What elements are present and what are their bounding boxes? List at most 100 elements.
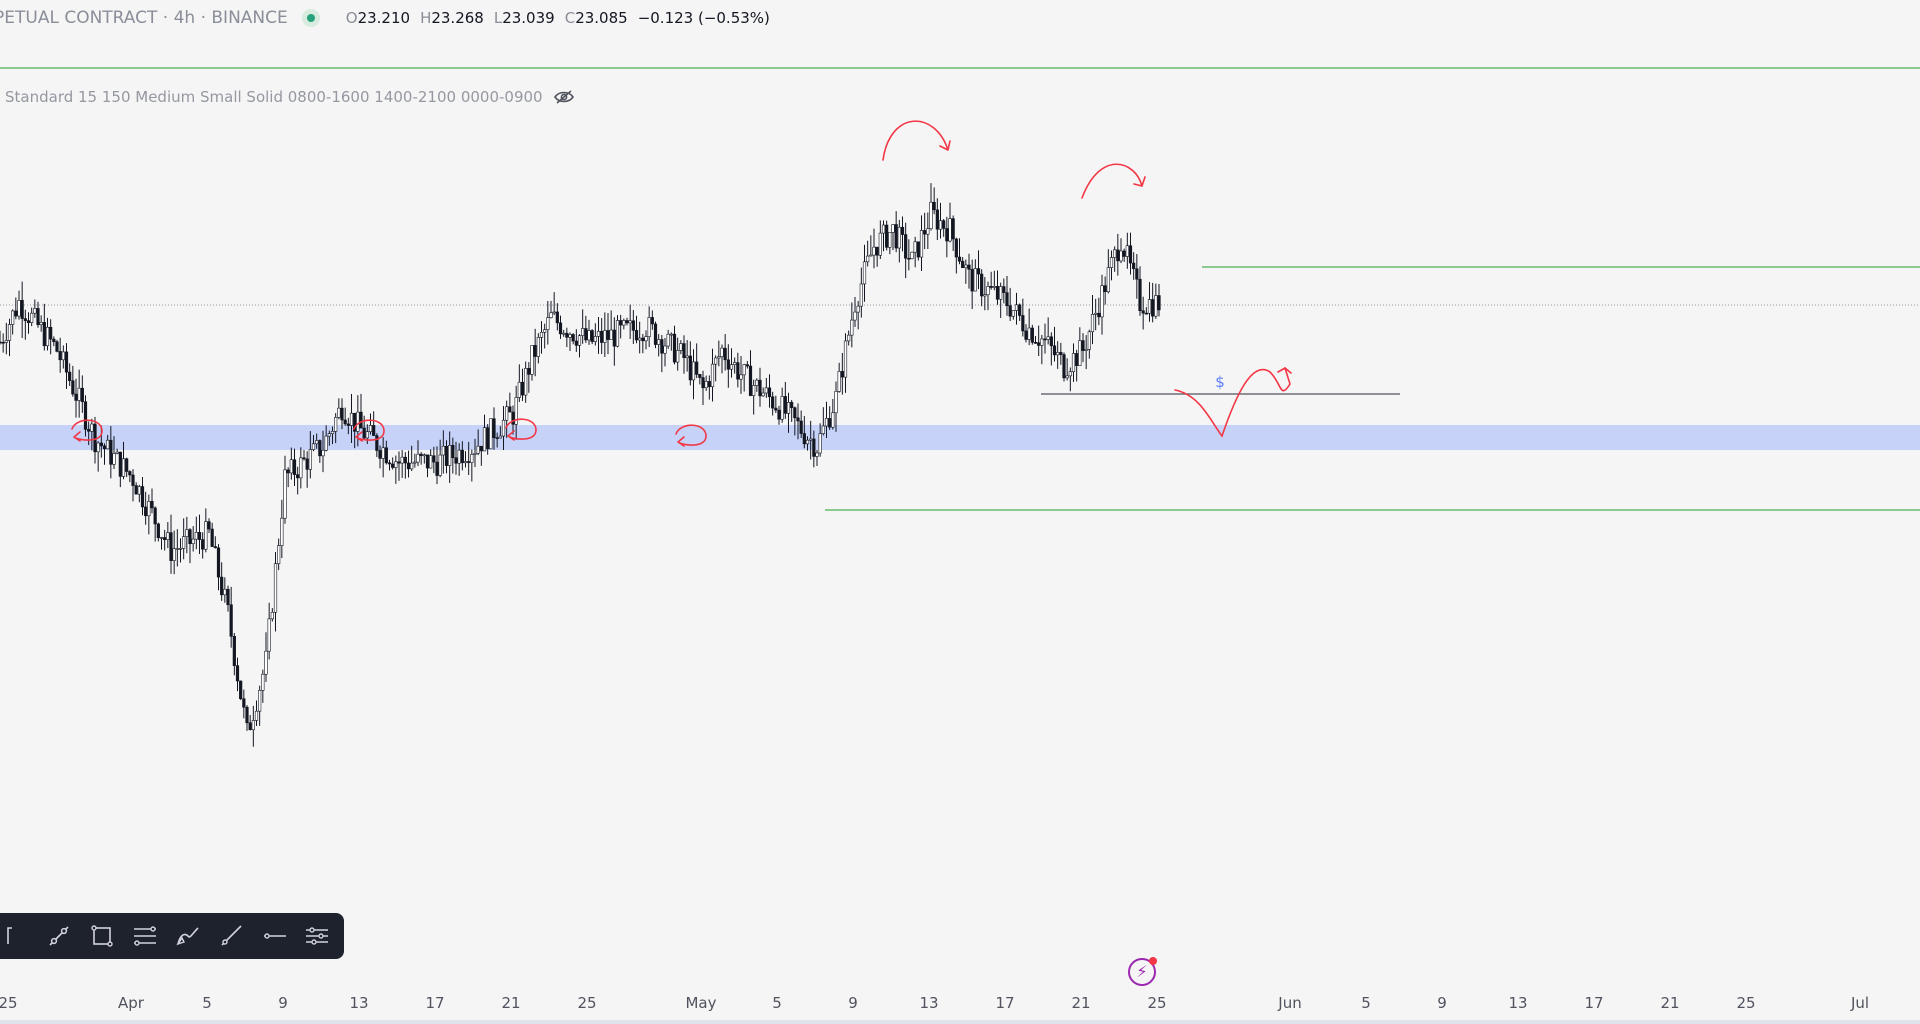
candle	[587, 319, 591, 345]
candle	[14, 297, 18, 320]
candle	[330, 426, 335, 445]
candle	[61, 345, 65, 369]
candle	[736, 352, 740, 388]
candle	[296, 466, 300, 495]
candle	[340, 398, 344, 430]
candle	[799, 410, 803, 439]
candle	[429, 449, 433, 469]
low-value: 23.039	[502, 9, 555, 27]
top-arc-marker	[882, 120, 951, 161]
candle	[862, 244, 867, 302]
candle	[866, 240, 870, 267]
time-axis[interactable]: 25 Apr 5 9 13 17 21 25 May 5 9 13 17 21 25 Jun 5 9 13 17 21 2…	[0, 992, 1920, 1018]
candle	[653, 321, 658, 349]
candle	[163, 529, 167, 551]
drawing-toolbar	[0, 913, 344, 959]
candle	[546, 300, 550, 345]
candle	[226, 585, 230, 612]
candle	[520, 368, 525, 402]
candle	[856, 300, 860, 330]
candle	[451, 437, 455, 474]
candle	[1027, 308, 1031, 346]
demand-zone	[0, 425, 1920, 450]
candle	[264, 632, 268, 682]
candle	[704, 375, 708, 391]
time-axis-tick: 13	[1508, 994, 1528, 1012]
candle	[859, 267, 863, 318]
candle	[201, 532, 205, 559]
candle	[973, 259, 977, 292]
ohlc-open: O23.210	[346, 9, 410, 27]
candle	[790, 399, 794, 422]
candle	[609, 310, 613, 340]
candle	[391, 457, 395, 470]
candle	[33, 299, 37, 318]
candle	[1138, 266, 1142, 316]
candle	[239, 680, 243, 700]
candle	[128, 470, 132, 483]
candle	[273, 551, 278, 632]
candle	[378, 445, 382, 469]
time-axis-tick: 25	[0, 994, 18, 1012]
trendline-icon[interactable]	[44, 921, 74, 951]
rectangle-icon[interactable]	[87, 921, 117, 951]
candle	[584, 315, 588, 343]
candle	[106, 434, 110, 450]
candle	[495, 432, 499, 448]
candle	[707, 375, 711, 400]
candle	[581, 309, 585, 344]
candle	[156, 522, 160, 542]
indicator-legend[interactable]: Standard 15 150 Medium Small Solid 0800-…	[5, 88, 575, 106]
candle	[501, 406, 506, 450]
time-axis-tick: 25	[577, 994, 597, 1012]
time-axis-tick: 25	[1736, 994, 1756, 1012]
candle	[346, 417, 350, 435]
candle	[840, 352, 844, 395]
candle	[1097, 297, 1101, 326]
candle	[536, 333, 540, 364]
candle	[929, 183, 933, 231]
candle	[1030, 324, 1034, 345]
candle	[444, 440, 449, 474]
brush-icon[interactable]	[173, 921, 203, 951]
candle	[828, 406, 832, 430]
candle	[315, 433, 319, 449]
indicator-settings-text[interactable]: Standard 15 150 Medium Small Solid 0800-…	[5, 88, 543, 106]
time-axis-tick: 25	[1147, 994, 1167, 1012]
cursor-icon[interactable]	[1, 921, 31, 951]
candle	[372, 411, 376, 436]
candle	[1037, 325, 1041, 356]
candle	[216, 544, 221, 591]
candle	[492, 407, 496, 450]
candle	[109, 426, 113, 479]
candle	[324, 425, 328, 452]
candle	[767, 374, 772, 408]
settings-icon[interactable]	[302, 921, 332, 951]
candle	[1043, 323, 1047, 354]
ray-icon[interactable]	[216, 921, 246, 951]
candle	[172, 530, 176, 575]
candle	[406, 450, 411, 478]
candle	[964, 259, 968, 284]
market-status-icon[interactable]	[301, 9, 320, 27]
candle	[660, 334, 664, 373]
candle	[289, 447, 293, 480]
candle	[669, 332, 673, 351]
symbol-title[interactable]: PETUAL CONTRACT · 4h · BINANCE	[0, 8, 288, 28]
candle	[755, 378, 759, 392]
candle	[349, 394, 354, 444]
horizontal-ray-icon[interactable]	[259, 921, 289, 951]
candle	[486, 424, 490, 455]
candle	[913, 236, 917, 268]
candle	[1078, 327, 1082, 366]
candle	[1018, 303, 1022, 321]
time-axis-tick: 21	[501, 994, 521, 1012]
lightning-icon[interactable]: ⚡	[1128, 957, 1157, 986]
fib-retracement-icon[interactable]	[130, 921, 160, 951]
candle	[748, 350, 753, 397]
candle	[457, 443, 461, 476]
eye-off-icon[interactable]	[553, 89, 575, 105]
candle	[818, 423, 822, 457]
